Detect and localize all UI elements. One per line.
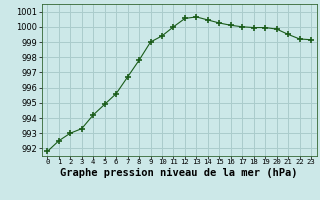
X-axis label: Graphe pression niveau de la mer (hPa): Graphe pression niveau de la mer (hPa) [60, 168, 298, 178]
